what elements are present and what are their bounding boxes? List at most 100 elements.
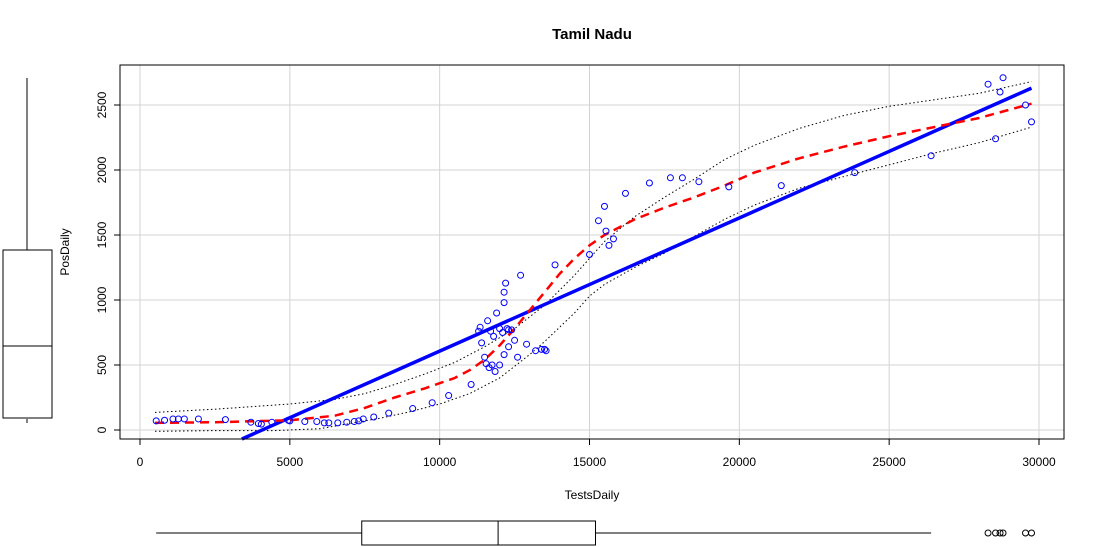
- y-axis-label: PosDaily: [58, 228, 72, 275]
- data-point: [301, 418, 309, 426]
- data-point: [194, 415, 202, 423]
- data-point: [927, 152, 935, 160]
- data-point: [286, 417, 294, 425]
- data-point: [475, 327, 483, 335]
- data-point: [523, 340, 531, 348]
- y-tick-label: 1000: [95, 286, 109, 313]
- data-point: [343, 418, 351, 426]
- data-point: [180, 415, 188, 423]
- data-point: [514, 353, 522, 361]
- data-point: [999, 74, 1007, 82]
- data-point: [487, 327, 495, 335]
- x-box-outlier: [999, 529, 1007, 537]
- grid-lines: [120, 65, 1064, 439]
- data-point: [325, 419, 333, 427]
- data-point: [493, 309, 501, 317]
- data-point: [992, 135, 1000, 143]
- y-boxplot: [2, 78, 53, 423]
- data-point: [605, 241, 613, 249]
- data-point: [1028, 118, 1036, 126]
- data-point: [496, 361, 504, 369]
- data-point: [257, 420, 265, 428]
- data-point: [467, 381, 475, 388]
- data-point: [541, 345, 549, 353]
- data-point: [491, 368, 499, 375]
- data-point: [777, 182, 785, 190]
- confidence-bands: [154, 81, 1032, 432]
- data-point: [586, 251, 594, 258]
- data-point: [505, 343, 513, 351]
- y-axis: 0 500 1000 1500 2000 2500: [95, 91, 120, 433]
- smooth-fit-line: [154, 102, 1032, 425]
- y-box: [2, 249, 53, 419]
- data-points: [152, 74, 1036, 428]
- x-box-outlier: [996, 529, 1004, 537]
- linear-fit: [241, 86, 1033, 441]
- lower-band-line: [154, 126, 1032, 432]
- data-point: [984, 80, 992, 88]
- data-point: [678, 174, 686, 182]
- data-point: [350, 418, 358, 426]
- data-point: [1022, 101, 1030, 109]
- data-point: [484, 317, 492, 325]
- x-box-outlier: [984, 529, 992, 537]
- x-tick-label: 5000: [276, 455, 303, 469]
- data-point: [609, 235, 617, 243]
- y-tick-label: 500: [95, 355, 109, 375]
- data-point: [152, 417, 160, 425]
- data-point: [445, 392, 453, 400]
- x-box-outlier: [1022, 529, 1030, 537]
- data-point: [385, 409, 393, 417]
- data-point: [221, 416, 229, 424]
- data-point: [594, 217, 602, 225]
- y-tick-label: 0: [95, 426, 109, 433]
- x-tick-label: 10000: [423, 455, 457, 469]
- data-point: [517, 271, 525, 279]
- data-point: [409, 405, 417, 413]
- data-point: [370, 413, 378, 421]
- data-point: [600, 202, 608, 210]
- data-point: [313, 418, 321, 426]
- data-point: [355, 417, 363, 425]
- data-point: [503, 325, 511, 333]
- data-point: [851, 169, 859, 177]
- x-tick-label: 20000: [723, 455, 757, 469]
- x-tick-label: 30000: [1022, 455, 1056, 469]
- y-tick-label: 2000: [95, 156, 109, 183]
- data-point: [161, 416, 169, 424]
- data-point: [478, 339, 486, 347]
- x-tick-label: 15000: [573, 455, 607, 469]
- x-axis: 0 5000 10000 15000 20000 25000 30000: [137, 439, 1056, 469]
- data-point: [500, 351, 508, 359]
- data-point: [334, 419, 342, 427]
- data-point: [511, 336, 519, 344]
- data-point: [500, 288, 508, 296]
- data-point: [695, 178, 703, 186]
- data-point: [428, 399, 436, 407]
- data-point: [268, 418, 276, 426]
- data-point: [666, 174, 674, 182]
- data-point: [320, 419, 328, 427]
- smooth-fit: [154, 102, 1032, 425]
- x-boxplot: [156, 520, 1036, 546]
- chart-title: Tamil Nadu: [552, 26, 632, 43]
- x-tick-label: 0: [137, 455, 144, 469]
- data-point: [254, 420, 262, 427]
- data-point: [247, 418, 255, 426]
- x-box-outlier: [1028, 529, 1036, 537]
- data-point: [538, 345, 546, 353]
- plot-frame: [119, 64, 1065, 440]
- data-point: [476, 323, 484, 331]
- x-axis-label: TestsDaily: [565, 488, 620, 502]
- data-point: [505, 326, 513, 334]
- data-point: [488, 361, 496, 369]
- data-point: [502, 279, 510, 287]
- data-point: [621, 189, 629, 197]
- upper-band-line: [154, 81, 1032, 413]
- data-point: [645, 179, 653, 187]
- linear-fit-line: [241, 86, 1033, 441]
- data-point: [499, 329, 507, 336]
- y-tick-label: 2500: [95, 91, 109, 118]
- data-point: [169, 415, 177, 423]
